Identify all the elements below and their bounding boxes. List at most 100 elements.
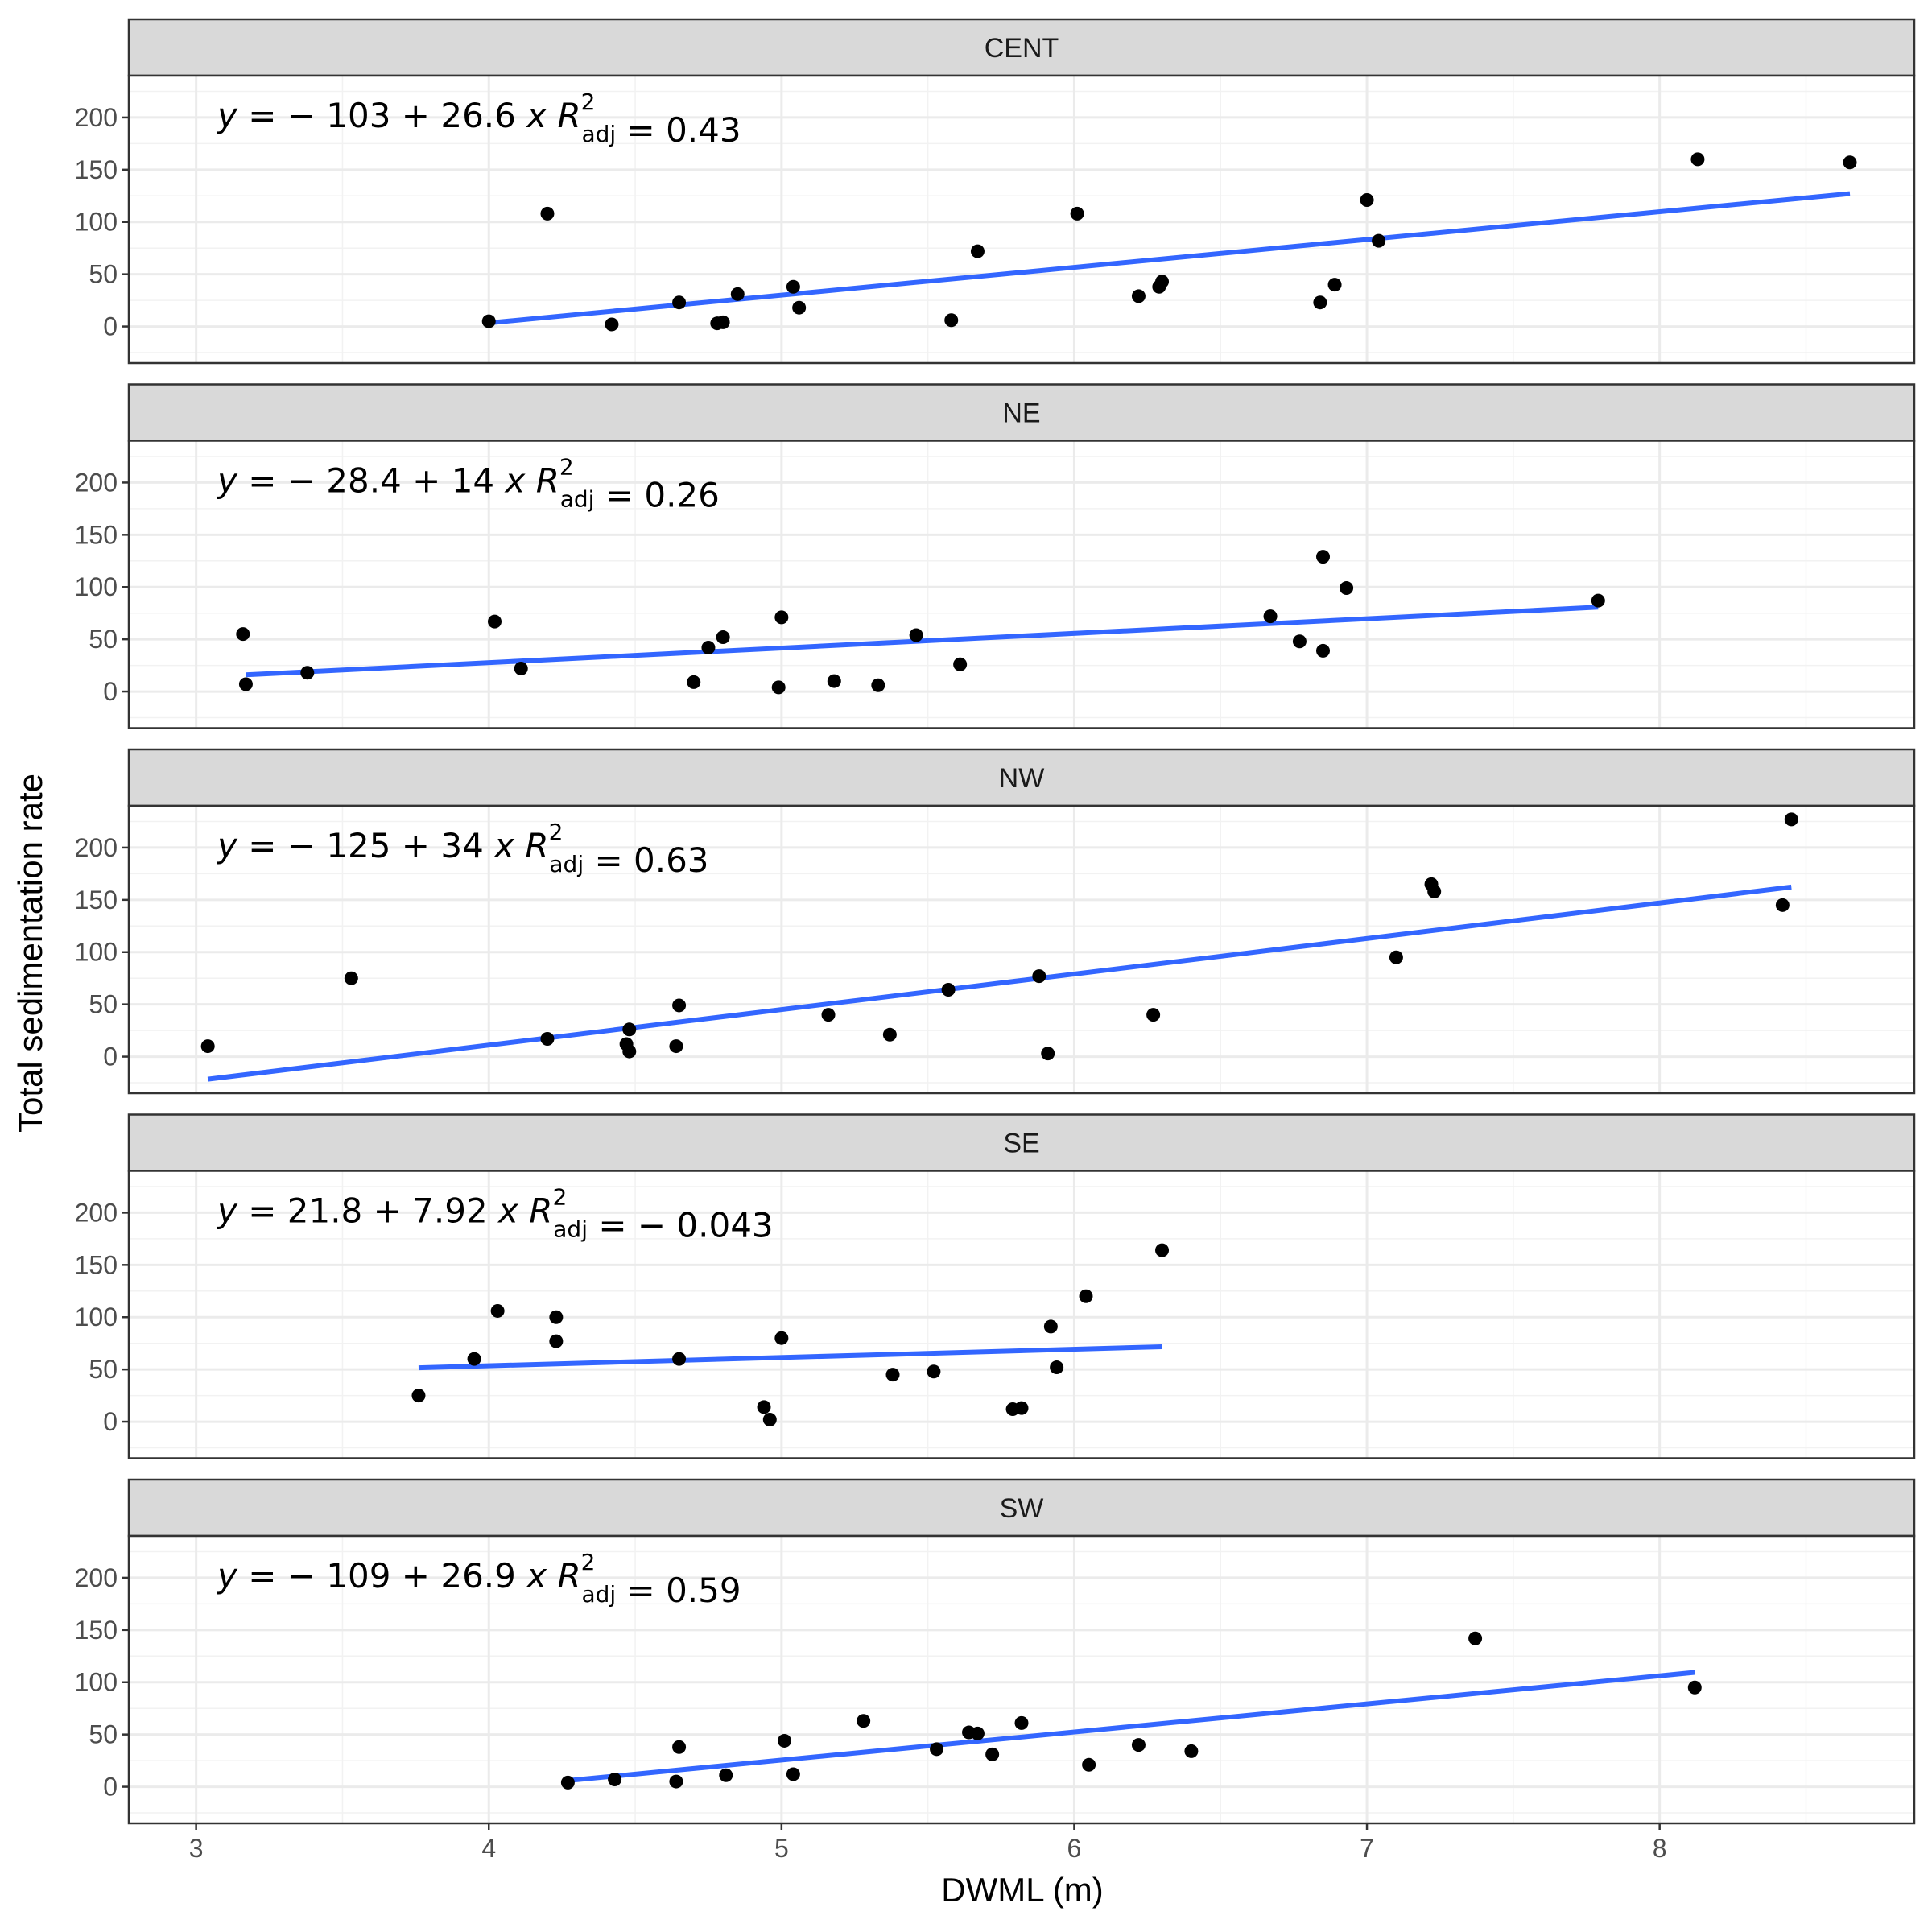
- y-tick-label: 50: [89, 625, 118, 654]
- data-point: [514, 662, 528, 676]
- y-tick-label: 0: [103, 312, 118, 341]
- data-point: [605, 317, 619, 332]
- data-point: [970, 1726, 985, 1740]
- data-point: [757, 1400, 771, 1414]
- data-point: [792, 300, 807, 315]
- equation-part: [547, 96, 557, 135]
- data-point: [411, 1389, 426, 1403]
- data-point: [1041, 1046, 1055, 1061]
- regression-line: [488, 191, 1851, 326]
- data-point: [540, 1031, 555, 1046]
- data-point: [1146, 1008, 1161, 1022]
- data-point: [1155, 275, 1170, 289]
- y-tick-label: 50: [89, 1355, 118, 1384]
- data-point: [1389, 950, 1403, 964]
- equation-part: = 0.59: [616, 1571, 741, 1610]
- data-point: [927, 1364, 941, 1379]
- equation-part: R: [529, 1191, 552, 1231]
- equation-part: adj: [549, 851, 584, 877]
- equation-part: = − 103 + 26.6: [237, 96, 526, 135]
- regression-equation: y = 21.8 + 7.92 x R2 adj = − 0.043: [216, 1184, 774, 1245]
- data-point: [467, 1352, 481, 1366]
- data-point: [344, 971, 358, 985]
- equation-part: adj: [560, 486, 595, 513]
- data-point: [985, 1747, 1000, 1761]
- data-point: [1427, 884, 1442, 898]
- data-point: [701, 641, 716, 655]
- plot-area: [129, 440, 1914, 729]
- data-point: [1032, 969, 1046, 984]
- equation-part: [525, 461, 535, 501]
- data-point: [481, 314, 496, 328]
- facet-panel-sw: SW 0 50 100 150 200 y = − 109 + 26.9 x R2 adj =…: [75, 1478, 1916, 1825]
- equation-part: adj: [581, 1581, 616, 1608]
- equation-part: y: [216, 826, 238, 865]
- equation-part: R: [536, 461, 559, 501]
- x-tick-label: 4: [481, 1834, 496, 1863]
- data-point: [1316, 550, 1331, 564]
- regression-line: [246, 605, 1599, 678]
- data-point: [1313, 295, 1327, 310]
- data-point: [1079, 1289, 1093, 1303]
- y-tick-label: 100: [75, 1302, 118, 1331]
- data-point: [1131, 1738, 1146, 1752]
- x-tick-label: 3: [189, 1834, 204, 1863]
- y-tick-label: 50: [89, 990, 118, 1019]
- y-tick-label: 100: [75, 208, 118, 237]
- data-point: [930, 1742, 944, 1757]
- equation-part: y: [216, 1556, 238, 1596]
- data-point: [857, 1714, 871, 1728]
- data-point: [1043, 1319, 1058, 1334]
- equation-part: = − 109 + 26.9: [237, 1556, 526, 1596]
- data-point: [1184, 1744, 1199, 1758]
- equation-part: = − 28.4 + 14: [237, 461, 506, 501]
- data-point: [774, 1331, 789, 1345]
- equation-part: y: [216, 96, 238, 135]
- data-point: [970, 244, 985, 258]
- equation-part: 2: [559, 454, 574, 481]
- y-tick-label: 100: [75, 938, 118, 967]
- equation-part: adj: [553, 1216, 588, 1243]
- data-point: [774, 610, 789, 625]
- data-point: [1131, 289, 1146, 303]
- y-tick-label: 200: [75, 1198, 118, 1227]
- grid-lines: [129, 76, 1914, 363]
- equation-part: R: [557, 1556, 580, 1596]
- equation-part: R: [525, 826, 548, 865]
- regression-line: [418, 1344, 1162, 1371]
- y-tick-label: 100: [75, 572, 118, 601]
- data-point: [549, 1334, 564, 1348]
- facet-strip-label: NE: [1002, 398, 1040, 429]
- data-point: [1327, 278, 1342, 292]
- panel-border: [127, 1534, 1916, 1825]
- data-point: [716, 630, 730, 645]
- x-tick-label: 6: [1067, 1834, 1082, 1863]
- data-point: [622, 1044, 637, 1059]
- x-axis-title: DWML (m): [941, 1871, 1103, 1909]
- y-tick-label: 0: [103, 677, 118, 706]
- data-point: [1360, 192, 1374, 207]
- facet-panel-se: SE 0 50 100 150 200 y = 21.8 + 7.92 x R2 adj = …: [75, 1113, 1916, 1459]
- data-point: [1316, 643, 1331, 658]
- data-point: [1050, 1360, 1064, 1375]
- facet-panel-nw: NW 0 50 100 150 200 y = − 125 + 34 x R2 adj = 0…: [75, 748, 1916, 1095]
- equation-part: 2: [552, 1184, 567, 1211]
- facet-strip: [127, 18, 1916, 77]
- panel-border: [127, 1170, 1916, 1459]
- data-point: [953, 657, 968, 671]
- grid-lines: [129, 440, 1914, 729]
- data-point: [719, 1768, 733, 1782]
- equation-part: = − 0.043: [588, 1206, 774, 1245]
- data-point: [882, 1027, 897, 1042]
- data-points: [481, 152, 1857, 332]
- plot-area: [129, 806, 1914, 1093]
- data-point: [672, 295, 687, 310]
- equation-part: 2: [581, 89, 596, 115]
- data-point: [1292, 634, 1307, 649]
- data-point: [1014, 1715, 1029, 1730]
- regression-equation: y = − 103 + 26.6 x R2 adj = 0.43: [216, 89, 741, 150]
- equation-part: = 0.63: [584, 840, 708, 880]
- equation-part: [514, 826, 525, 865]
- data-point: [786, 1767, 800, 1781]
